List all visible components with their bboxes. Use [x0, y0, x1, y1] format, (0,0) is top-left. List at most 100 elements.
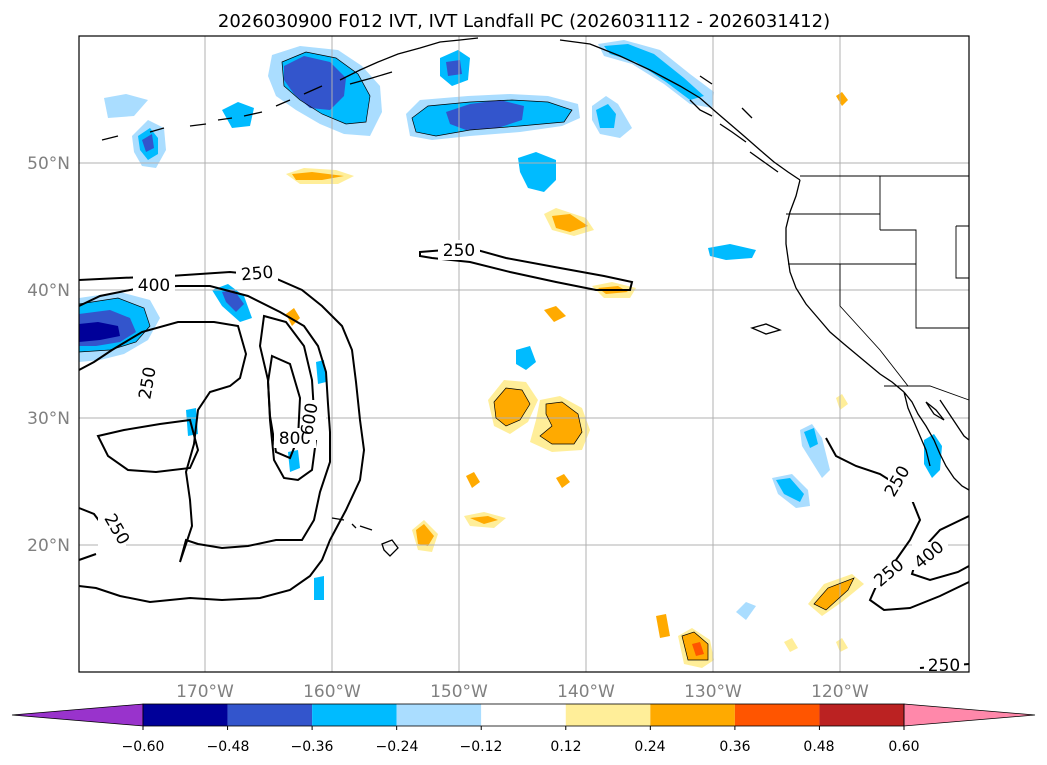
pc-outline-se — [813, 577, 855, 611]
pc-patch-pos-small-8 — [784, 638, 798, 652]
pc-patch-pos-hawaii-core — [416, 524, 434, 546]
colorbar-extend-high — [903, 703, 1036, 727]
pc-patch-baja-coast-core — [804, 428, 818, 448]
pc-patch-sw-small-3 — [288, 450, 300, 472]
lat-label-50n: 50°N — [27, 154, 70, 174]
colorbar-extend-low — [11, 703, 144, 727]
colorbar-segment — [312, 704, 397, 726]
contour-label-bg — [304, 400, 326, 440]
pc-outline-gulf-alaska — [281, 51, 371, 125]
contour-label-800: 800 — [279, 429, 311, 449]
pc-patch-baja-west-core — [776, 478, 804, 502]
pc-patch-pos-small-1 — [656, 614, 670, 638]
contour-400-west — [78, 285, 331, 563]
colorbar-tick-label: −0.12 — [460, 739, 503, 755]
latitude-labels: 50°N 40°N 30°N 20°N — [27, 154, 70, 556]
lat-label-40n: 40°N — [27, 281, 70, 301]
map-frame — [78, 35, 970, 673]
contour-label-bg — [98, 514, 126, 550]
colorbar-tick-label: 0.24 — [634, 739, 665, 755]
pc-patch-dateline-blob-core — [222, 290, 244, 312]
pc-patch-pos-subtrop-west-core — [494, 388, 530, 426]
pc-patch-central-north-strong — [446, 100, 524, 130]
colorbar-segment — [650, 704, 735, 726]
contour-label-bg — [872, 560, 908, 588]
pc-patch-mexico-interior — [924, 434, 942, 478]
contour-label-bg — [924, 656, 964, 672]
contour-label-bg — [142, 364, 164, 404]
coastline-west-us — [785, 179, 905, 393]
lon-label-120w: 120°W — [811, 682, 869, 702]
colorbar-frame — [142, 703, 905, 727]
contour-label-250-west: 250 — [240, 263, 274, 286]
pc-patch-north-small-core — [446, 60, 462, 76]
pc-patch-pos-small-2 — [544, 306, 566, 322]
pc-patch-aleutian-center — [222, 102, 254, 128]
colorbar-tick-label: 0.48 — [803, 739, 834, 755]
lon-label-160w: 160°W — [303, 682, 361, 702]
colorbar-segment — [396, 704, 482, 726]
colorbar-segment — [481, 704, 566, 726]
negative-pc-patches — [79, 40, 942, 620]
pc-outline-south — [681, 631, 709, 661]
contour-400-mexico — [910, 515, 970, 582]
colorbar-segments — [11, 703, 1036, 730]
pc-patch-mid-north — [518, 152, 556, 192]
border-ut — [955, 225, 969, 279]
contour-250-mexico — [825, 437, 970, 612]
border-mex — [884, 385, 970, 401]
map-panel: 250 400 250 250 800 600 250 250 250 400 … — [78, 35, 970, 676]
longitude-labels: 170°W 160°W 150°W 140°W 130°W 120°W — [176, 682, 869, 702]
lon-label-170w: 170°W — [176, 682, 234, 702]
pc-patch-pos-mid-core — [552, 214, 588, 232]
positive-pc-patches — [286, 92, 864, 668]
coastline-alaska — [339, 37, 479, 85]
pc-outline-subtrop-east — [539, 401, 583, 445]
contour-label-400-west: 400 — [138, 276, 170, 296]
colorbar-segment — [565, 704, 651, 726]
coastline-vancouver-lakes — [750, 323, 945, 421]
pc-outline-central-north — [411, 99, 573, 137]
contour-label-bg — [133, 274, 175, 294]
pc-contour-outlines — [78, 51, 855, 661]
coastline-hawaii — [331, 517, 399, 557]
coastline-baja — [903, 391, 970, 491]
border-id-nv — [880, 229, 969, 329]
colorbar-segment — [819, 704, 904, 726]
coastline-mexico — [939, 399, 970, 441]
pc-patch-west-strip-extreme — [79, 322, 120, 342]
pc-outline-subtrop-west — [493, 387, 531, 427]
lon-label-140w: 140°W — [557, 682, 615, 702]
colorbar-segment — [734, 704, 820, 726]
pc-patch-pos-small-9 — [836, 638, 848, 652]
lon-label-130w: 130°W — [684, 682, 742, 702]
contour-label-250-mid: 250 — [443, 241, 475, 261]
pc-patch-pos-subtrop-east-core — [540, 402, 582, 444]
pc-patch-aleutian-west-strong — [142, 134, 154, 152]
border-nv-ca — [839, 264, 909, 387]
pc-patch-pos-small-7 — [836, 394, 848, 410]
colorbar-tick-label: 0.36 — [719, 739, 750, 755]
colorbar-tick-label: −0.60 — [122, 739, 165, 755]
colorbar-tick-labels: −0.60 −0.48 −0.36 −0.24 −0.12 0.12 0.24 … — [122, 739, 920, 755]
colorbar-tick-label: 0.60 — [888, 739, 919, 755]
border-wa-or — [786, 176, 881, 230]
coastline-bc — [559, 39, 801, 181]
colorbar-segment — [143, 704, 228, 726]
pc-patch-aleutian-small — [104, 94, 148, 118]
lon-label-150w: 150°W — [430, 682, 488, 702]
pc-patch-pos-se-core — [814, 578, 854, 610]
contour-250-inner-loop — [96, 418, 200, 474]
colorbar-tick-label: 0.12 — [550, 739, 581, 755]
lat-label-20n: 20°N — [27, 536, 70, 556]
contour-label-bg — [912, 542, 948, 570]
pc-patch-gulf-alaska-strong — [284, 56, 346, 110]
figure-title: 2026030900 F012 IVT, IVT Landfall PC (20… — [218, 11, 830, 32]
contour-label-bg — [236, 262, 278, 282]
contour-800-core — [266, 354, 302, 460]
pc-patch-pos-small-4 — [466, 472, 480, 488]
pc-patch-south-east-1 — [736, 602, 756, 620]
pc-patch-hawaii-north — [516, 346, 536, 370]
contour-labels: 250 400 250 250 800 600 250 250 250 400 … — [98, 240, 964, 676]
